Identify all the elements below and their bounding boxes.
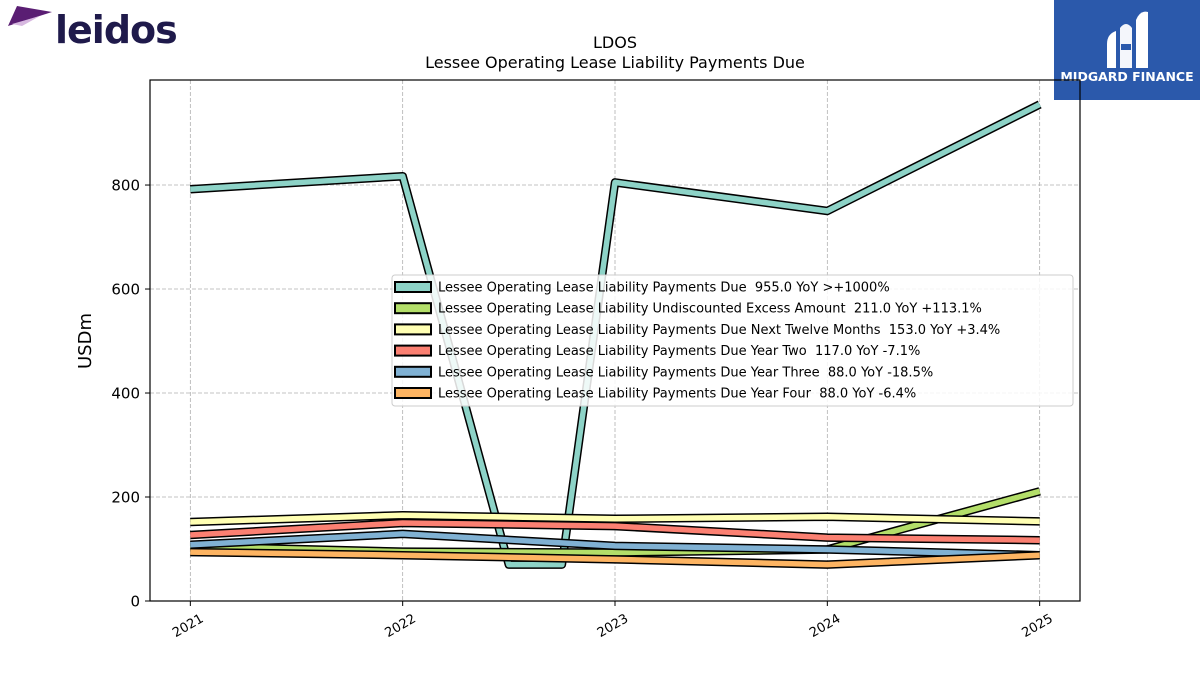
series-line-stroke (190, 531, 1040, 558)
x-tick-label: 2024 (807, 611, 843, 641)
legend-swatch (394, 302, 432, 315)
legend-label: Lessee Operating Lease Liability Payment… (438, 387, 916, 402)
leidos-logo: leidos (8, 6, 178, 52)
legend-entry: Lessee Operating Lease Liability Payment… (394, 323, 1000, 338)
x-tick-label: 2021 (170, 611, 206, 641)
legend-swatch (394, 365, 432, 378)
legend-label: Lessee Operating Lease Liability Undisco… (438, 302, 982, 317)
series-line-stroke (190, 488, 1041, 556)
y-tick-label: 0 (130, 593, 140, 611)
chart-subtitle: Lessee Operating Lease Liability Payment… (425, 53, 805, 72)
x-tick-label: 2022 (383, 611, 419, 641)
chart-title: LDOS (593, 33, 637, 52)
legend-swatch (394, 323, 432, 336)
series-line-5 (190, 529, 1040, 560)
y-tick-label: 400 (111, 385, 140, 403)
x-tick-label: 2023 (595, 611, 631, 641)
series-line-stroke (190, 549, 1040, 568)
series-line-2 (190, 487, 1041, 557)
midgard-logo-text: MIDGARD FINANCE (1060, 69, 1193, 84)
midgard-finance-logo: MIDGARD FINANCE (1054, 0, 1200, 100)
legend-label: Lessee Operating Lease Liability Payment… (438, 281, 890, 296)
series-line-stroke (190, 520, 1040, 543)
series-line-stroke (190, 512, 1040, 525)
legend-swatch (394, 281, 432, 293)
legend: Lessee Operating Lease Liability Payment… (391, 274, 1074, 407)
legend-label: Lessee Operating Lease Liability Payment… (438, 365, 933, 380)
legend-entry: Lessee Operating Lease Liability Payment… (394, 344, 920, 359)
series-line-3 (190, 510, 1040, 527)
legend-entry: Lessee Operating Lease Liability Payment… (394, 281, 890, 296)
y-axis-label: USDm (75, 313, 96, 369)
series-line-6 (190, 547, 1040, 569)
series-line-1 (190, 100, 1042, 569)
axes-frame (149, 79, 1081, 602)
leidos-swoosh-icon (8, 6, 52, 26)
y-tick-label: 600 (111, 281, 140, 299)
legend-label: Lessee Operating Lease Liability Payment… (438, 323, 1000, 338)
legend-entry: Lessee Operating Lease Liability Undisco… (394, 302, 982, 317)
series-line-4 (190, 518, 1040, 545)
legend-entry: Lessee Operating Lease Liability Payment… (394, 387, 916, 402)
x-tick-label: 2025 (1019, 611, 1055, 641)
midgard-logo-icon (1107, 11, 1148, 68)
legend-entry: Lessee Operating Lease Liability Payment… (394, 365, 933, 380)
legend-swatch (394, 344, 432, 357)
legend-label: Lessee Operating Lease Liability Payment… (438, 344, 920, 359)
legend-swatch (394, 387, 432, 399)
legend-box (391, 274, 1074, 407)
series-lines (190, 100, 1042, 569)
y-tick-label: 200 (111, 489, 140, 507)
y-tick-label: 800 (111, 177, 140, 195)
leidos-logo-text: leidos (55, 8, 177, 52)
series-line-stroke (190, 101, 1041, 568)
